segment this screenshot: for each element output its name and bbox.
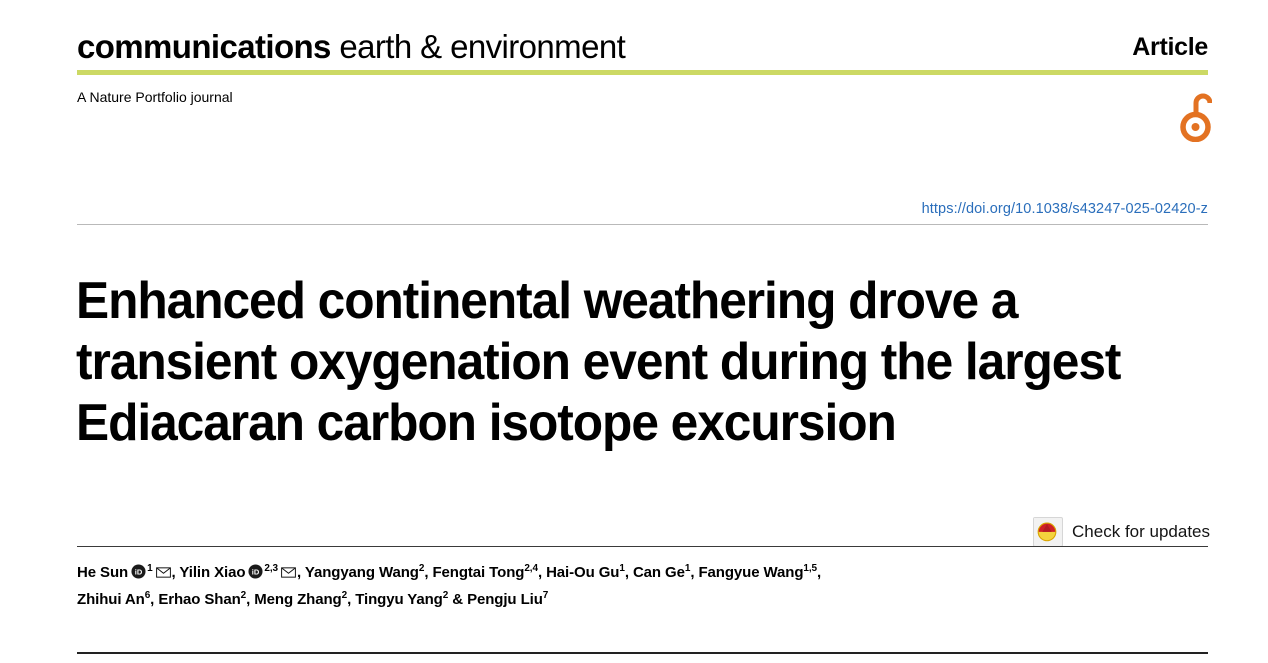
affiliation-marker: 1 bbox=[684, 563, 691, 574]
author-name: He Sun bbox=[77, 564, 129, 581]
journal-title-rest: earth & environment bbox=[330, 28, 626, 65]
author-list: He Sun iD 1, Yilin Xiao iD 2,3, Yangyang Wan… bbox=[77, 560, 1208, 612]
author-name: Yangyang Wang bbox=[304, 564, 419, 581]
author-name: Tingyu Yang bbox=[355, 591, 443, 608]
portfolio-line: A Nature Portfolio journal bbox=[77, 89, 233, 105]
author-line-1: He Sun iD 1, Yilin Xiao iD 2,3, Yangyang Wan… bbox=[77, 560, 1208, 587]
svg-text:iD: iD bbox=[252, 567, 260, 576]
article-type-label: Article bbox=[1132, 33, 1208, 61]
svg-text:iD: iD bbox=[135, 567, 143, 576]
author-name: Yilin Xiao bbox=[179, 564, 246, 581]
affiliation-marker: 2,4 bbox=[524, 563, 538, 574]
affiliation-marker: 2 bbox=[418, 563, 425, 574]
orcid-icon[interactable]: iD bbox=[131, 562, 146, 587]
author-name: Erhao Shan bbox=[158, 591, 241, 608]
affiliation-marker: 2,3 bbox=[264, 563, 278, 574]
open-access-lock-icon[interactable] bbox=[1180, 92, 1213, 143]
author-name: Fengtai Tong bbox=[432, 564, 525, 581]
page-title: Enhanced continental weathering drove a … bbox=[76, 271, 1121, 452]
corresponding-author-email-icon[interactable] bbox=[281, 561, 296, 586]
affiliation-marker: 2 bbox=[240, 590, 247, 601]
orcid-icon[interactable]: iD bbox=[248, 562, 263, 587]
check-for-updates[interactable]: Check for updates bbox=[1033, 517, 1210, 547]
author-name: Meng Zhang bbox=[254, 591, 342, 608]
journal-title: communications earth & environment bbox=[77, 27, 626, 67]
affiliation-marker: 6 bbox=[144, 590, 151, 601]
author-name: Hai-Ou Gu bbox=[546, 564, 620, 581]
crossmark-icon bbox=[1033, 517, 1064, 547]
author-name: Can Ge bbox=[632, 564, 685, 581]
divider-bottom bbox=[77, 652, 1208, 654]
journal-title-strong: communications bbox=[77, 28, 331, 65]
affiliation-marker: 1,5 bbox=[803, 563, 818, 574]
author-line-2: Zhihui An6, Erhao Shan2, Meng Zhang2, Ti… bbox=[77, 590, 549, 609]
author-name: Fangyue Wang bbox=[698, 564, 804, 581]
doi-link[interactable]: https://doi.org/10.1038/s43247-025-02420… bbox=[77, 199, 1208, 219]
affiliation-marker: 7 bbox=[542, 590, 549, 601]
divider-under-doi bbox=[77, 224, 1208, 225]
affiliation-marker: 1 bbox=[147, 563, 153, 574]
author-name: Zhihui An bbox=[77, 591, 145, 608]
masthead: communications earth & environment Artic… bbox=[77, 27, 1208, 71]
masthead-green-rule bbox=[77, 70, 1208, 75]
doi-text: https://doi.org/10.1038/s43247-025-02420… bbox=[921, 201, 1208, 217]
affiliation-marker: 2 bbox=[442, 590, 449, 601]
affiliation-marker: 1 bbox=[619, 563, 625, 574]
divider-above-authors bbox=[77, 546, 1208, 547]
affiliation-marker: 2 bbox=[341, 590, 348, 601]
corresponding-author-email-icon[interactable] bbox=[155, 561, 171, 586]
check-for-updates-label: Check for updates bbox=[1072, 522, 1210, 541]
author-name: Pengju Liu bbox=[467, 591, 543, 608]
